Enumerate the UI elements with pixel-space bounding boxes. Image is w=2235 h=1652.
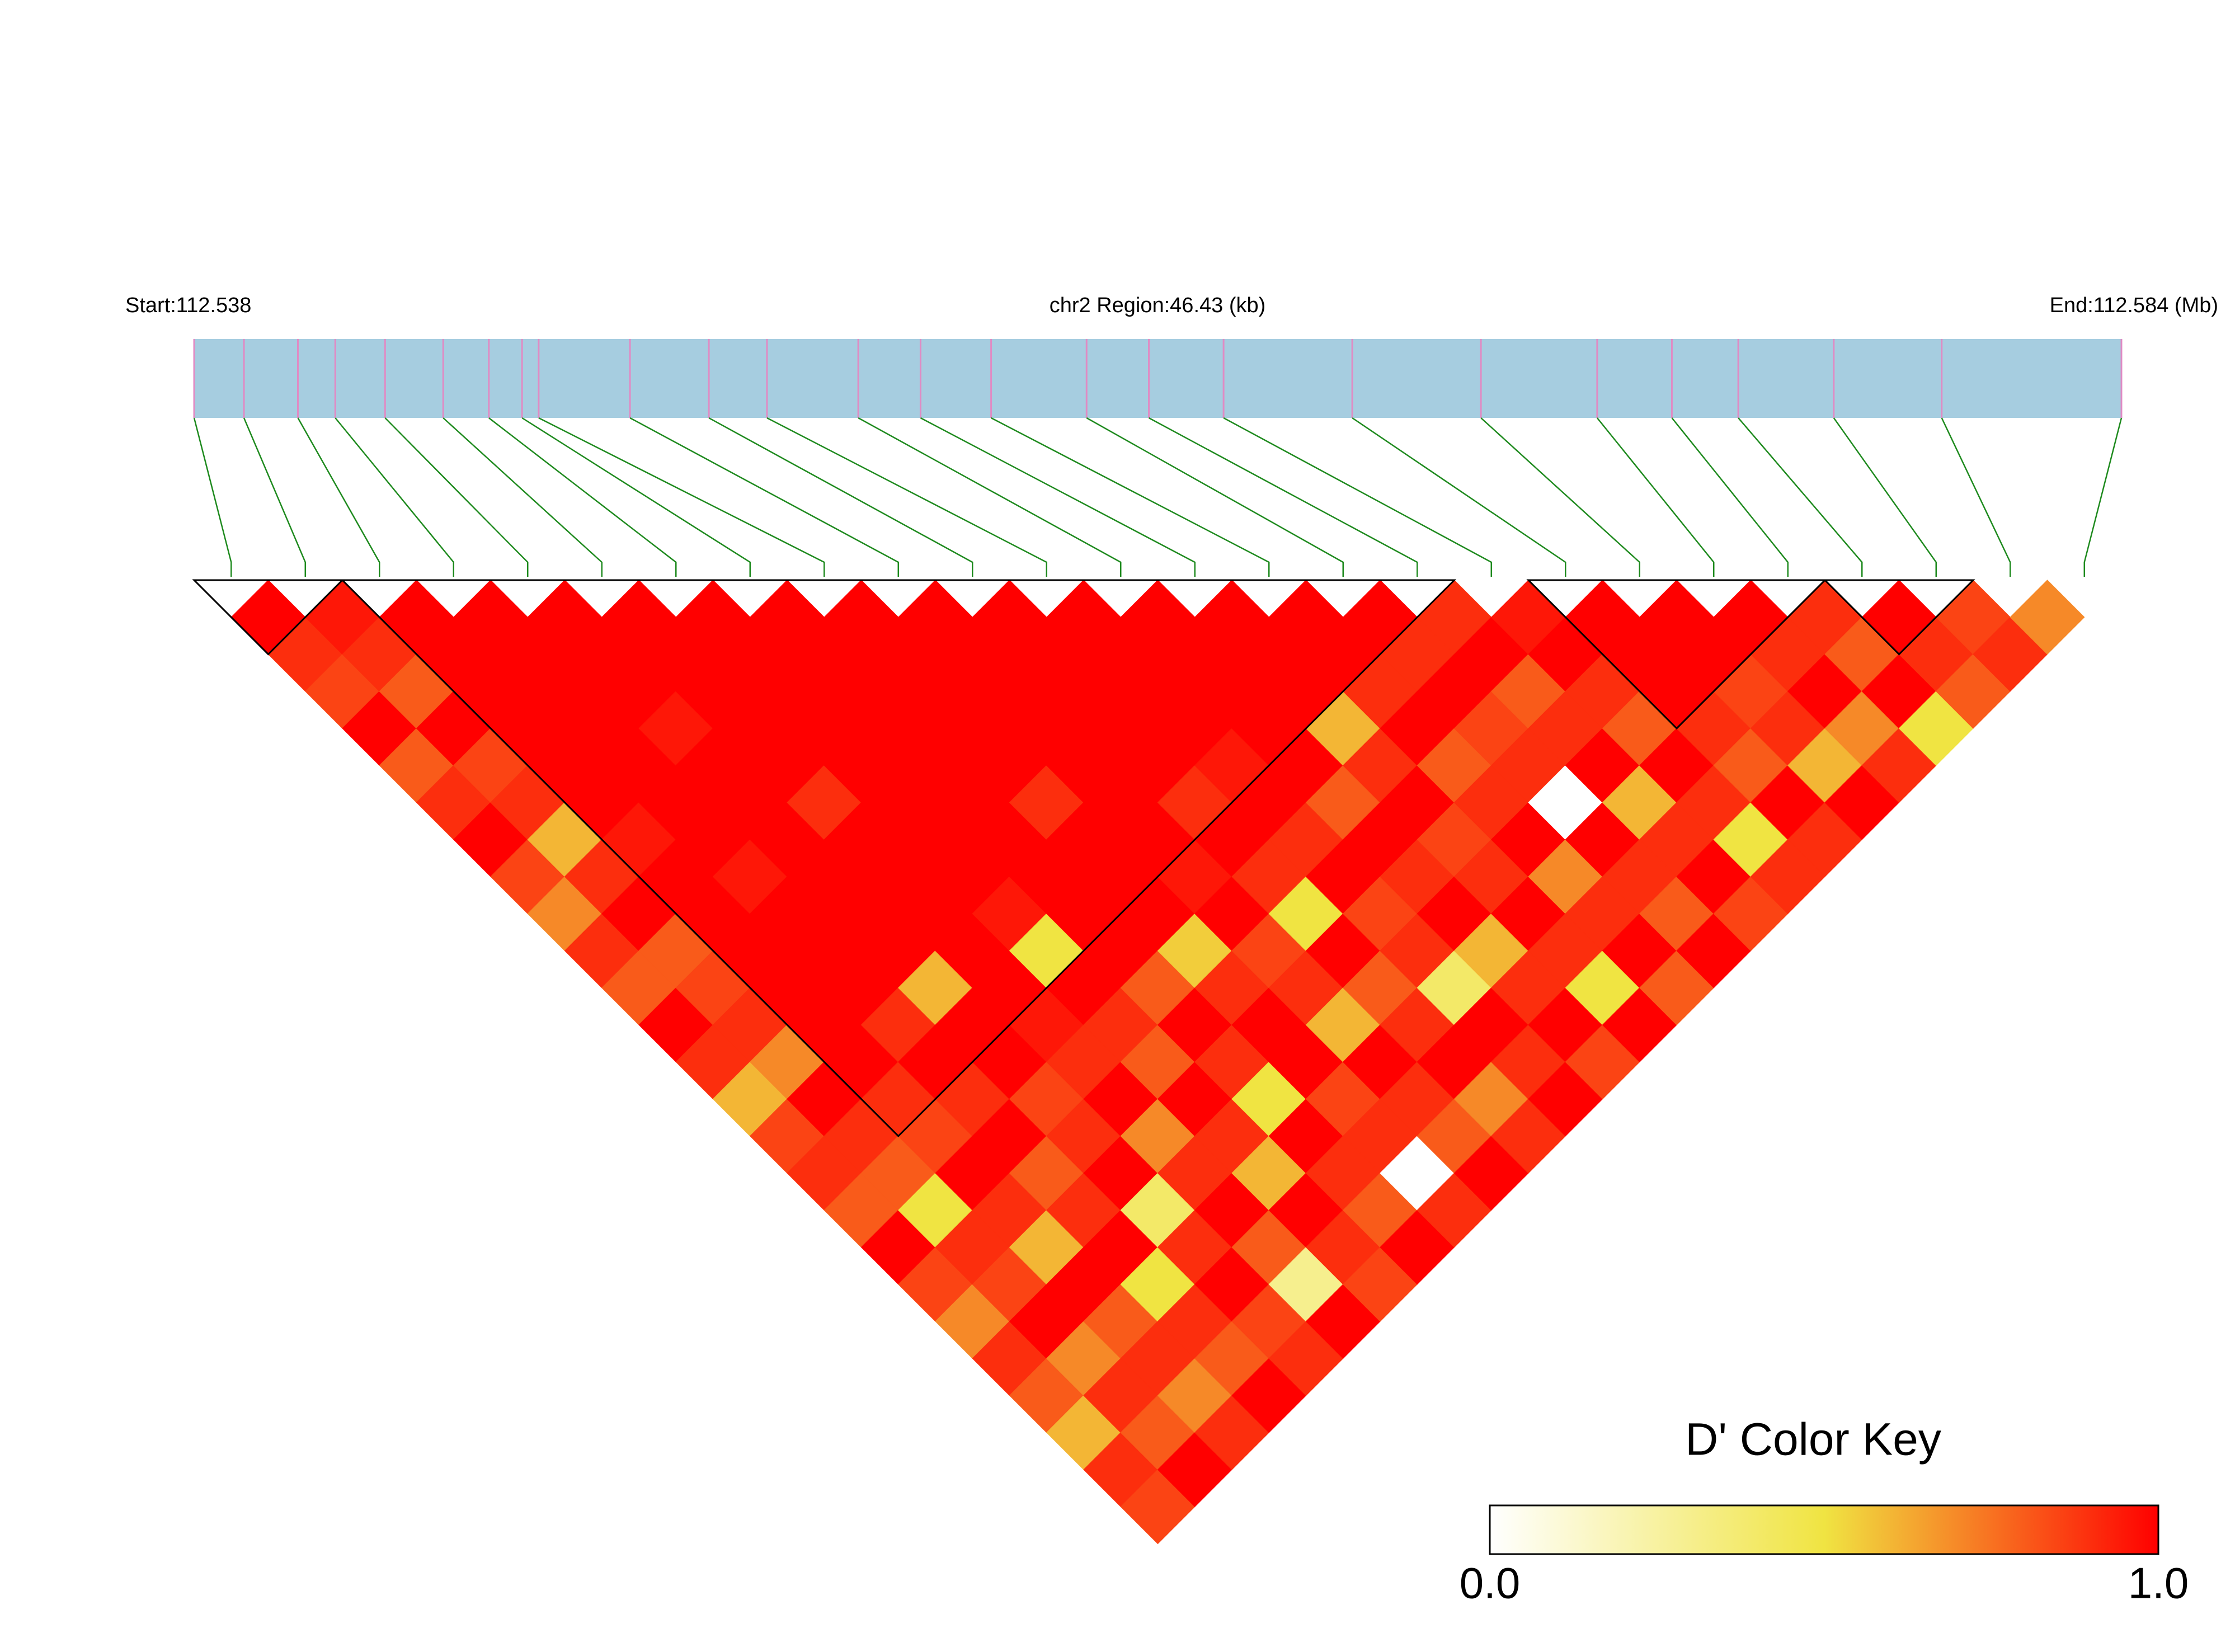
snp-connector (1148, 417, 1418, 577)
color-key-bar (1489, 1504, 2159, 1555)
snp-connector (1738, 417, 1863, 577)
ld-cell (2010, 580, 2085, 655)
snp-connector (1833, 417, 1937, 577)
snp-connector (1223, 417, 1492, 577)
snp-connector (335, 417, 454, 577)
color-key-title: D' Color Key (1685, 1414, 1941, 1465)
ld-block-outline (1823, 579, 1975, 656)
color-key-tick-label: 0.0 (1460, 1559, 1520, 1608)
ld-block-outline (1526, 579, 1827, 730)
snp-connector (384, 417, 529, 577)
color-key-tick-label: 1.0 (2128, 1559, 2189, 1608)
snp-connector (193, 417, 232, 577)
end-label: End:112.584 (Mb) (2050, 294, 2218, 317)
snp-connector (1596, 417, 1715, 577)
snp-connector (243, 417, 306, 577)
snp-connector (629, 417, 899, 577)
snp-connector (443, 417, 603, 577)
start-label: Start:112.538 (125, 294, 251, 317)
snp-connector (1086, 417, 1344, 577)
snp-connector (1941, 417, 2011, 577)
snp-connector (708, 417, 973, 577)
snp-track (194, 339, 2121, 418)
snp-connector (766, 417, 1047, 577)
snp-connector (858, 417, 1122, 577)
snp-connector (297, 417, 380, 577)
ld-block-outline (192, 579, 345, 656)
region-label: chr2 Region:46.43 (kb) (1050, 294, 1266, 317)
snp-connector (920, 417, 1196, 577)
snp-connector (521, 417, 751, 577)
snp-connector (488, 417, 677, 577)
snp-connector (538, 417, 825, 577)
snp-connector (1352, 417, 1566, 577)
snp-connector (1671, 417, 1789, 577)
snp-connector (1480, 417, 1640, 577)
snp-connector (991, 417, 1270, 577)
snp-connector (2083, 417, 2123, 577)
ld-block-outline (340, 579, 1457, 1137)
